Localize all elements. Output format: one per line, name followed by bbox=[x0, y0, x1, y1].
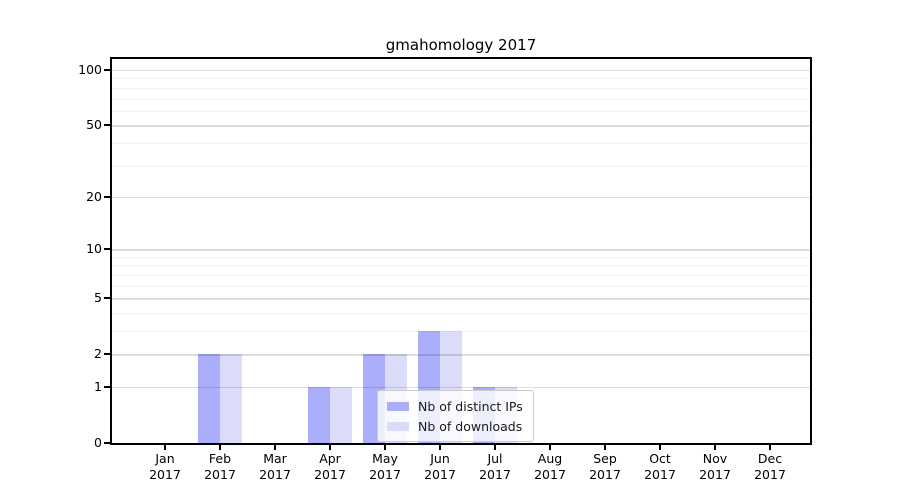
y-tick-mark-5 bbox=[104, 297, 110, 299]
y-tick-label-0: 0 bbox=[94, 435, 102, 450]
y-tick-label-2: 2 bbox=[94, 346, 102, 362]
x-tick-label-jun: Jun 2017 bbox=[424, 451, 456, 482]
x-tick-mark-dec bbox=[769, 445, 771, 450]
x-tick-mark-jul bbox=[494, 445, 496, 450]
y-tick-mark-10 bbox=[104, 248, 110, 250]
x-tick-mark-feb bbox=[219, 445, 221, 450]
minor-gridline-7 bbox=[112, 274, 810, 276]
x-tick-label-feb: Feb 2017 bbox=[204, 451, 236, 482]
x-tick-mark-mar bbox=[274, 445, 276, 450]
legend-item-nb-of-distinct-ips: Nb of distinct IPs bbox=[387, 397, 523, 415]
y-tick-label-10: 10 bbox=[86, 241, 102, 257]
major-gridline-10 bbox=[112, 249, 810, 251]
x-tick-label-jan: Jan 2017 bbox=[149, 451, 181, 482]
y-tick-label-1: 1 bbox=[94, 379, 102, 394]
bar-nb-of-downloads-apr bbox=[330, 387, 352, 443]
y-tick-label-5: 5 bbox=[94, 290, 102, 306]
y-tick-mark-2 bbox=[104, 353, 110, 355]
plot-area bbox=[110, 57, 812, 445]
minor-gridline-6 bbox=[112, 285, 810, 287]
x-tick-label-nov: Nov 2017 bbox=[699, 451, 731, 482]
x-tick-mark-aug bbox=[549, 445, 551, 450]
minor-gridline-60 bbox=[112, 110, 810, 112]
minor-gridline-9 bbox=[112, 256, 810, 258]
x-tick-mark-oct bbox=[659, 445, 661, 450]
y-tick-mark-20 bbox=[104, 196, 110, 198]
minor-gridline-70 bbox=[112, 98, 810, 100]
y-tick-label-20: 20 bbox=[86, 188, 102, 204]
minor-gridline-4 bbox=[112, 312, 810, 314]
major-gridline-2 bbox=[112, 354, 810, 356]
x-tick-label-apr: Apr 2017 bbox=[314, 451, 346, 482]
x-tick-label-dec: Dec 2017 bbox=[754, 451, 786, 482]
x-tick-mark-jan bbox=[164, 445, 166, 450]
minor-gridline-3 bbox=[112, 331, 810, 332]
x-tick-label-may: May 2017 bbox=[369, 451, 401, 482]
x-tick-label-mar: Mar 2017 bbox=[259, 451, 291, 482]
chart-title: gmahomology 2017 bbox=[385, 36, 537, 54]
legend-label: Nb of downloads bbox=[418, 418, 523, 434]
minor-gridline-90 bbox=[112, 78, 810, 80]
y-tick-label-100: 100 bbox=[78, 62, 102, 77]
legend-label: Nb of distinct IPs bbox=[418, 398, 523, 414]
bar-nb-of-distinct-ips-feb bbox=[198, 354, 220, 443]
minor-gridline-80 bbox=[112, 87, 810, 89]
y-tick-mark-50 bbox=[104, 124, 110, 126]
major-gridline-20 bbox=[112, 196, 810, 199]
y-tick-mark-0 bbox=[104, 442, 110, 444]
major-gridline-50 bbox=[112, 125, 810, 127]
y-tick-mark-1 bbox=[104, 386, 110, 388]
x-tick-mark-sep bbox=[604, 445, 606, 450]
bar-nb-of-distinct-ips-apr bbox=[308, 387, 330, 443]
x-tick-mark-jun bbox=[439, 445, 441, 450]
x-tick-label-aug: Aug 2017 bbox=[534, 451, 566, 482]
minor-gridline-30 bbox=[112, 165, 810, 167]
legend-swatch bbox=[387, 401, 409, 411]
x-tick-mark-nov bbox=[714, 445, 716, 450]
x-tick-label-sep: Sep 2017 bbox=[589, 451, 621, 482]
minor-gridline-40 bbox=[112, 142, 810, 144]
legend-item-nb-of-downloads: Nb of downloads bbox=[387, 417, 523, 435]
minor-gridline-8 bbox=[112, 265, 810, 267]
y-tick-label-50: 50 bbox=[86, 117, 102, 133]
major-gridline-5 bbox=[112, 298, 810, 300]
major-gridline-100 bbox=[112, 70, 810, 72]
y-tick-mark-100 bbox=[104, 69, 110, 71]
plot-inner bbox=[112, 59, 810, 443]
x-tick-mark-may bbox=[384, 445, 386, 450]
x-tick-label-oct: Oct 2017 bbox=[644, 451, 676, 482]
x-tick-label-jul: Jul 2017 bbox=[479, 451, 511, 482]
x-tick-mark-apr bbox=[329, 445, 331, 450]
legend: Nb of distinct IPs Nb of downloads bbox=[377, 390, 534, 442]
major-gridline-1 bbox=[112, 387, 810, 389]
bar-nb-of-downloads-feb bbox=[220, 354, 242, 443]
legend-swatch bbox=[387, 421, 409, 431]
